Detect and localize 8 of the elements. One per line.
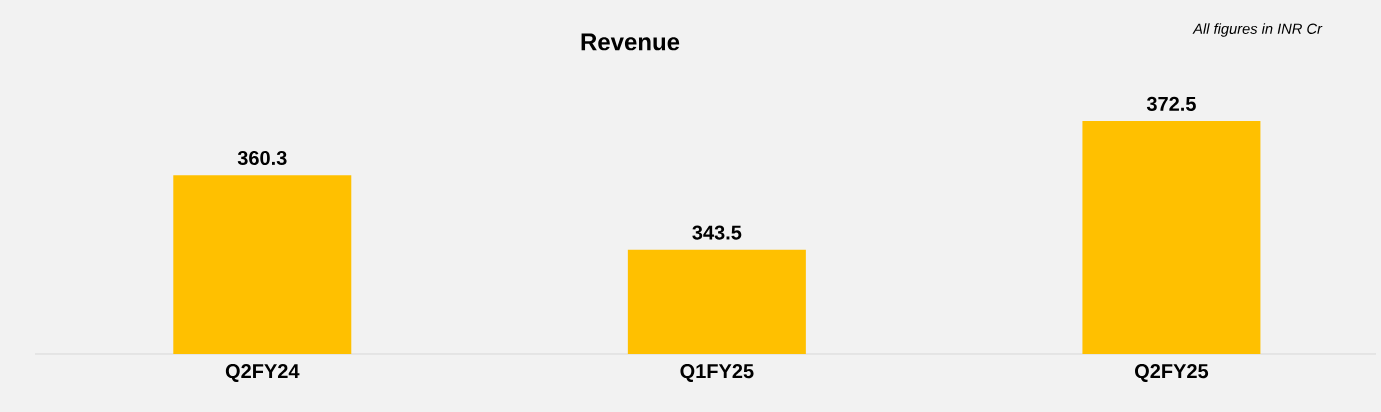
x-tick-label: Q2FY25: [1135, 364, 1209, 382]
x-tick-label: Q1FY25: [680, 364, 754, 382]
data-label: 372.5: [1146, 96, 1196, 111]
text: All figures in INR Cr: [1192, 23, 1323, 37]
x-tick-label: Q2FY24: [225, 364, 300, 382]
data-label: 360.3: [237, 150, 287, 166]
chart-title: Revenue: [581, 33, 680, 51]
data-label: 343.5: [692, 225, 742, 240]
